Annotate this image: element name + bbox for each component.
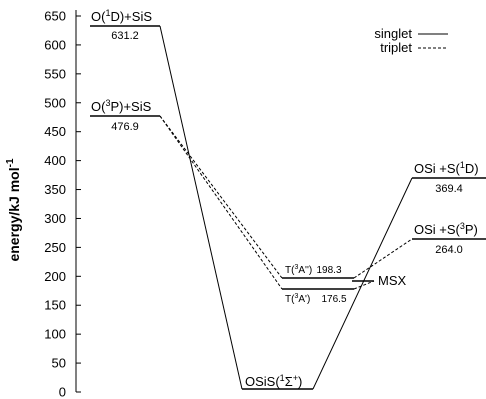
y-tick-label: 350 (44, 182, 66, 197)
y-tick-label: 50 (52, 356, 66, 371)
y-tick-label: 0 (59, 385, 66, 399)
label-t3a2: T(3A'') (285, 264, 312, 276)
triplet-connector-to-osi-s3p (353, 238, 413, 279)
y-tick-label: 250 (44, 240, 66, 255)
label-t3a1: T(3A') (285, 293, 310, 305)
label-t3a1-pre: T( (285, 294, 295, 305)
label-o1d-sis-pre: O( (91, 9, 106, 24)
label-osis-sup: 1 (280, 373, 285, 383)
label-osis-sup2: + (293, 373, 298, 383)
triplet-connector-to-msx (353, 280, 375, 290)
energy-o1d-sis: 631.2 (111, 30, 139, 42)
label-t3a2-pre: T( (285, 265, 295, 276)
legend: singlet triplet (374, 26, 448, 55)
y-tick-label: 450 (44, 124, 66, 139)
y-tick-label: 600 (44, 37, 66, 52)
label-o3p-sis-post: P)+SiS (110, 99, 151, 114)
state-labels: O(1D)+SiS 631.2 O(3P)+SiS 476.9 T(3A'') … (91, 8, 479, 389)
label-osi-s1d-sup: 1 (460, 160, 465, 170)
y-tick-label: 300 (44, 211, 66, 226)
y-tick-label: 400 (44, 153, 66, 168)
label-o1d-sis-post: D)+SiS (110, 9, 152, 24)
label-osi-s3p-sup: 3 (460, 221, 465, 231)
singlet-connector-exit (312, 177, 413, 390)
label-osi-s3p-post: P) (465, 222, 478, 237)
label-osi-s3p: OSi +S(3P) (414, 221, 478, 237)
connections (159, 25, 413, 390)
y-tick-label: 150 (44, 298, 66, 313)
label-osis: OSiS(1Σ+) (245, 373, 302, 389)
label-osi-s3p-pre: OSi +S( (414, 222, 461, 237)
energy-o3p-sis: 476.9 (111, 121, 139, 133)
energy-t3a1: 176.5 (321, 294, 346, 305)
y-axis-ticks: 0 50 100 150 200 250 300 350 400 450 500 550 600 650 (44, 9, 81, 399)
legend-singlet-label: singlet (374, 26, 412, 41)
label-o1d-sis-sup: 1 (105, 8, 110, 18)
levels (90, 25, 486, 390)
label-t3a2-post: A'') (298, 265, 312, 276)
label-osis-pre: OSiS( (245, 374, 280, 389)
label-osis-mid: Σ (285, 374, 293, 389)
y-axis-title: energy/kJ mol-1 (5, 158, 22, 261)
label-o3p-sis-pre: O( (91, 99, 106, 114)
y-tick-label: 650 (44, 9, 66, 24)
label-osis-post: ) (298, 374, 302, 389)
label-msx: MSX (378, 273, 407, 288)
y-tick-label: 550 (44, 66, 66, 81)
label-osi-s1d: OSi +S(1D) (414, 160, 479, 176)
label-t3a1-sup: 3 (294, 293, 298, 300)
energy-osi-s1d: 369.4 (435, 183, 463, 195)
y-axis-title-exponent: -1 (5, 158, 16, 167)
label-o3p-sis-sup: 3 (105, 98, 110, 108)
energy-t3a2: 198.3 (316, 265, 341, 276)
y-tick-label: 200 (44, 269, 66, 284)
label-o3p-sis: O(3P)+SiS (91, 98, 152, 114)
legend-triplet-label: triplet (380, 40, 412, 55)
label-o1d-sis: O(1D)+SiS (91, 8, 152, 24)
label-t3a2-sup: 3 (294, 264, 298, 271)
triplet-connector-to-t3a1 (159, 115, 283, 290)
label-osi-s1d-pre: OSi +S( (414, 161, 461, 176)
y-axis-title-text: energy/kJ mol (6, 167, 22, 261)
singlet-connector-entrance (159, 25, 243, 390)
label-t3a1-post: A') (298, 294, 310, 305)
energy-osi-s3p: 264.0 (435, 244, 463, 256)
y-tick-label: 500 (44, 95, 66, 110)
y-tick-label: 100 (44, 327, 66, 342)
triplet-connector-to-t3a2 (159, 115, 283, 279)
label-osi-s1d-post: D) (465, 161, 479, 176)
